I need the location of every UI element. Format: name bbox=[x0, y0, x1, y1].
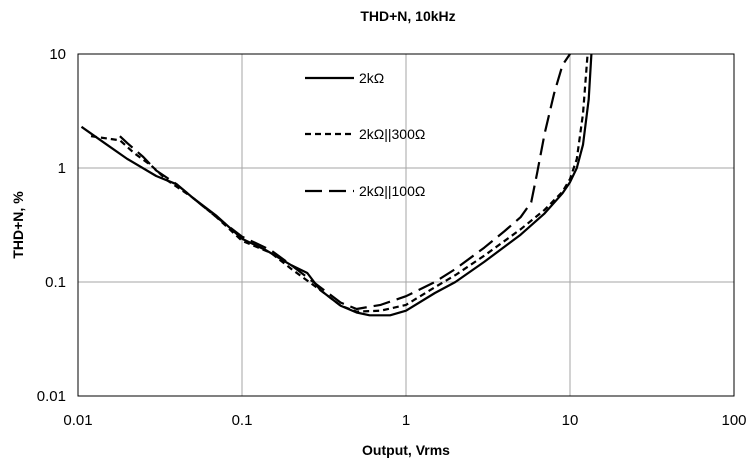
x-tick-label: 1 bbox=[402, 412, 410, 429]
legend-label-2: 2kΩ||300Ω bbox=[359, 126, 425, 142]
y-tick-label: 0.01 bbox=[37, 388, 66, 405]
x-tick-label: 10 bbox=[562, 412, 579, 429]
chart-title: THD+N, 10kHz bbox=[360, 8, 455, 24]
series-line-1 bbox=[80, 53, 593, 317]
y-tick-label: 10 bbox=[49, 46, 66, 63]
plot-area-frame bbox=[77, 53, 735, 397]
series-line-3 bbox=[119, 53, 571, 311]
y-tick-label: 0.1 bbox=[45, 274, 66, 291]
x-tick-label: 100 bbox=[721, 412, 746, 429]
x-tick-label: 0.01 bbox=[63, 412, 92, 429]
legend: 2kΩ 2kΩ||300Ω 2kΩ||100Ω bbox=[305, 70, 425, 199]
grid-lines bbox=[78, 54, 734, 396]
y-axis-tick-labels: 0.01 0.1 1 10 bbox=[37, 46, 66, 405]
legend-label-3: 2kΩ||100Ω bbox=[359, 183, 425, 199]
series-lines bbox=[80, 53, 593, 317]
series-line-2 bbox=[90, 53, 589, 313]
x-axis-label: Output, Vrms bbox=[362, 442, 450, 458]
legend-label-1: 2kΩ bbox=[359, 70, 384, 86]
x-axis-tick-labels: 0.01 0.1 1 10 100 bbox=[63, 412, 746, 429]
y-axis-label: THD+N, % bbox=[10, 191, 26, 259]
x-tick-label: 0.1 bbox=[232, 412, 253, 429]
y-tick-label: 1 bbox=[58, 160, 66, 177]
